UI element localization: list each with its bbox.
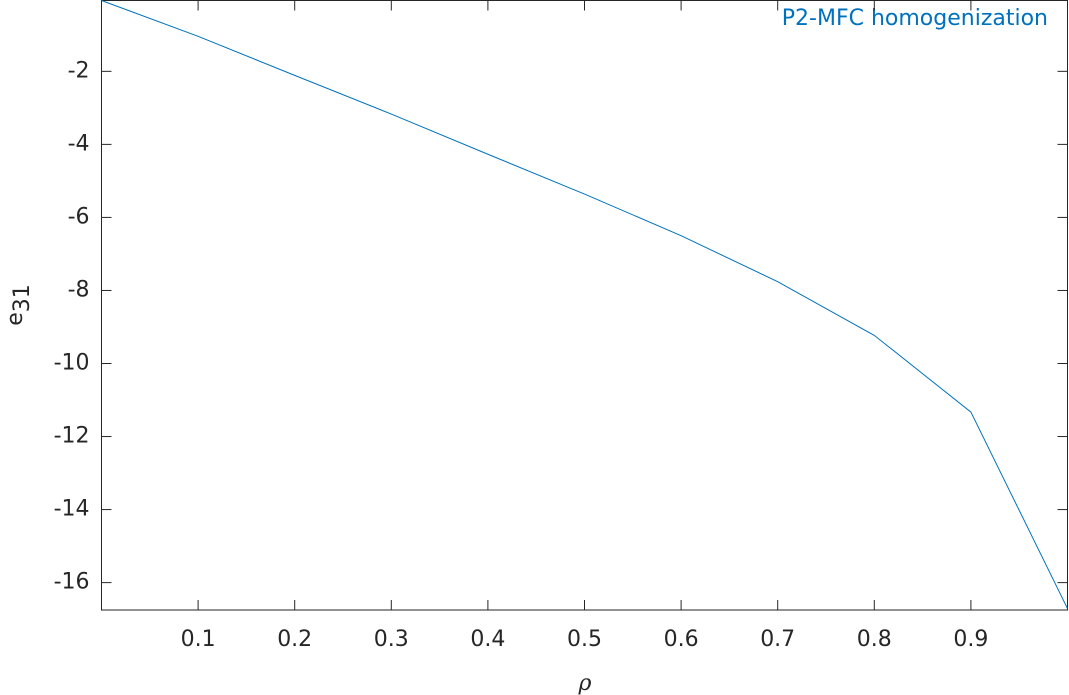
y-axis-label-subscript: 31 bbox=[10, 284, 35, 312]
x-tick-label: 0.5 bbox=[567, 627, 602, 652]
y-tick-label: -14 bbox=[54, 497, 90, 522]
x-tick-label: 0.9 bbox=[953, 627, 988, 652]
y-tick-label: -6 bbox=[68, 204, 90, 229]
x-tick-label: 0.2 bbox=[277, 627, 312, 652]
y-tick-label: -2 bbox=[68, 58, 90, 83]
x-tick-label: 0.3 bbox=[374, 627, 409, 652]
annotation: P2-MFC homogenization bbox=[782, 6, 1048, 31]
data-line bbox=[101, 0, 1068, 609]
y-axis-label: e31 bbox=[3, 284, 35, 326]
y-tick-label: -4 bbox=[68, 131, 90, 156]
axes-box bbox=[101, 0, 1068, 611]
y-tick-label: -16 bbox=[54, 570, 90, 595]
x-axis-label: ρ bbox=[578, 671, 592, 695]
y-tick-label: -10 bbox=[54, 350, 90, 375]
x-tick-label: 0.4 bbox=[470, 627, 505, 652]
y-tick-label: -8 bbox=[68, 277, 90, 302]
x-tick-label: 0.7 bbox=[760, 627, 795, 652]
x-tick-label: 0.6 bbox=[664, 627, 699, 652]
y-tick-label: -12 bbox=[54, 424, 90, 449]
y-axis-label-base: e bbox=[3, 312, 28, 326]
x-tick-label: 0.1 bbox=[181, 627, 216, 652]
x-tick-label: 0.8 bbox=[857, 627, 892, 652]
